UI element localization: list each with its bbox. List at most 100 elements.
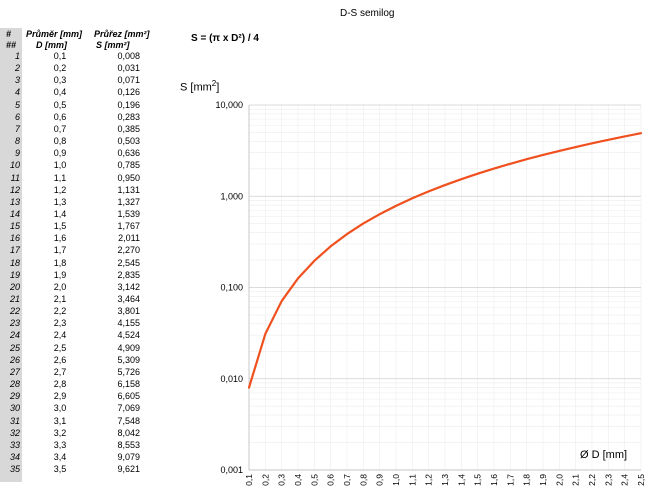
area-cell: 5,726 bbox=[117, 366, 140, 377]
area-cell: 4,909 bbox=[117, 342, 140, 353]
x-tick-label: 2,1 bbox=[571, 474, 581, 486]
row-number: 22 bbox=[9, 306, 20, 317]
chart-title: D-S semilog bbox=[340, 8, 395, 19]
area-cell: 5,309 bbox=[117, 354, 140, 365]
y-tick-label: 0,010 bbox=[220, 374, 243, 384]
area-cell: 6,605 bbox=[117, 391, 140, 402]
row-number: 16 bbox=[9, 233, 20, 244]
area-cell: 0,071 bbox=[117, 75, 140, 86]
area-cell: 6,158 bbox=[117, 379, 140, 390]
header-diameter-line1: Průměr [mm] bbox=[26, 29, 83, 39]
diameter-cell: 1,6 bbox=[53, 233, 67, 244]
y-tick-label: 1,000 bbox=[220, 191, 243, 201]
diameter-cell: 3,1 bbox=[53, 415, 67, 426]
area-cell: 0,950 bbox=[117, 172, 140, 183]
y-tick-label: 0,001 bbox=[220, 465, 243, 475]
row-number: 9 bbox=[14, 148, 20, 159]
area-cell: 0,385 bbox=[117, 123, 140, 134]
row-header-column bbox=[0, 28, 22, 482]
row-number: 31 bbox=[9, 415, 20, 426]
x-tick-label: 1,6 bbox=[489, 474, 499, 486]
diameter-cell: 0,2 bbox=[53, 63, 67, 74]
row-number: 32 bbox=[9, 427, 20, 438]
area-cell: 2,011 bbox=[118, 233, 140, 244]
area-cell: 0,031 bbox=[117, 63, 140, 74]
row-number: 7 bbox=[14, 123, 20, 134]
diameter-cell: 2,5 bbox=[53, 342, 67, 353]
x-tick-label: 1,8 bbox=[522, 474, 532, 486]
x-tick-label: 2,5 bbox=[636, 474, 646, 486]
x-axis-label: Ø D [mm] bbox=[580, 449, 628, 461]
y-axis-label: S [mm2] bbox=[180, 79, 219, 94]
row-number: 10 bbox=[9, 160, 20, 171]
area-cell: 2,835 bbox=[117, 269, 140, 280]
y-tick-label: 0,100 bbox=[220, 283, 243, 293]
row-number: 25 bbox=[9, 342, 20, 353]
x-tick-label: 0,8 bbox=[358, 474, 368, 486]
row-number: 27 bbox=[9, 366, 20, 377]
area-cell: 9,079 bbox=[117, 451, 140, 462]
x-tick-label: 0,1 bbox=[244, 474, 254, 486]
x-tick-label: 2,4 bbox=[620, 474, 630, 486]
diameter-cell: 2,1 bbox=[53, 294, 67, 304]
header-index-line2: ## bbox=[6, 40, 17, 50]
area-cell: 0,636 bbox=[117, 148, 140, 159]
x-tick-label: 0,9 bbox=[375, 474, 385, 486]
diameter-cell: 2,8 bbox=[53, 379, 67, 390]
row-number: 5 bbox=[14, 99, 20, 110]
x-tick-label: 2,3 bbox=[603, 474, 613, 486]
area-cell: 4,524 bbox=[117, 330, 140, 341]
x-tick-label: 1,9 bbox=[538, 474, 548, 486]
x-tick-label: 1,2 bbox=[424, 474, 434, 486]
area-cell: 0,008 bbox=[117, 51, 140, 61]
header-diameter-line2: D [mm] bbox=[36, 40, 67, 50]
diameter-cell: 2,9 bbox=[53, 391, 67, 402]
area-cell: 1,327 bbox=[117, 196, 140, 207]
row-number: 11 bbox=[10, 172, 20, 183]
diameter-cell: 3,0 bbox=[53, 403, 67, 414]
diameter-cell: 2,3 bbox=[53, 318, 67, 329]
area-cell: 8,042 bbox=[117, 427, 140, 438]
diameter-cell: 1,9 bbox=[53, 269, 67, 280]
diameter-cell: 1,8 bbox=[53, 257, 67, 268]
row-number: 14 bbox=[9, 208, 20, 219]
diameter-cell: 1,7 bbox=[53, 245, 67, 256]
x-tick-label: 0,6 bbox=[326, 474, 336, 486]
x-tick-label: 1,0 bbox=[391, 474, 401, 486]
diameter-cell: 0,9 bbox=[53, 148, 67, 159]
row-number: 20 bbox=[9, 281, 20, 292]
formula-label: S = (π x D²) / 4 bbox=[191, 33, 259, 44]
area-cell: 3,464 bbox=[117, 294, 140, 304]
row-number: 3 bbox=[14, 75, 20, 86]
row-number: 30 bbox=[9, 403, 20, 414]
row-number: 33 bbox=[9, 439, 20, 450]
row-number: 26 bbox=[9, 354, 20, 365]
x-tick-label: 1,1 bbox=[407, 474, 417, 486]
x-tick-label: 0,2 bbox=[260, 474, 270, 486]
diameter-cell: 3,4 bbox=[53, 451, 67, 462]
area-cell: 3,801 bbox=[117, 306, 140, 317]
y-axis-label-base: S [mm bbox=[180, 81, 212, 94]
x-tick-label: 1,4 bbox=[456, 474, 466, 486]
row-number: 24 bbox=[9, 330, 20, 341]
header-index-line1: # bbox=[6, 29, 12, 39]
x-tick-label: 2,2 bbox=[587, 474, 597, 486]
area-cell: 0,126 bbox=[117, 87, 140, 98]
row-number: 4 bbox=[14, 87, 20, 98]
row-number: 17 bbox=[9, 245, 20, 256]
row-number: 28 bbox=[9, 379, 20, 390]
diameter-cell: 1,5 bbox=[53, 221, 67, 232]
header-area-line2: S [mm²] bbox=[96, 40, 130, 50]
row-number: 12 bbox=[9, 184, 20, 195]
row-number: 19 bbox=[9, 269, 20, 280]
series-line bbox=[247, 132, 643, 389]
header-area-line1: Průřez [mm²] bbox=[94, 29, 150, 39]
diameter-cell: 1,3 bbox=[53, 196, 67, 207]
diameter-cell: 3,3 bbox=[53, 439, 67, 450]
diameter-cell: 0,3 bbox=[53, 75, 67, 86]
area-cell: 1,767 bbox=[117, 221, 140, 232]
x-tick-label: 0,3 bbox=[277, 474, 287, 486]
area-cell: 3,142 bbox=[117, 281, 140, 292]
row-number: 6 bbox=[14, 111, 20, 122]
x-tick-label: 2,0 bbox=[554, 474, 564, 486]
